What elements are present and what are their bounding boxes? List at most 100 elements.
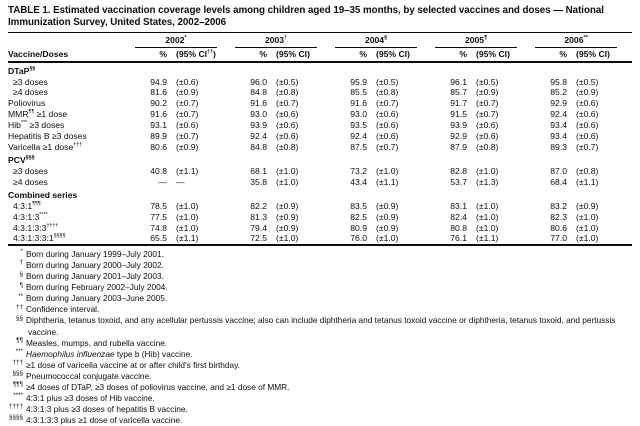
pct-header: %	[132, 47, 169, 64]
row-label: DTaP§§	[8, 65, 36, 76]
pct-value: 68.1	[250, 165, 268, 176]
row-label: Combined series	[8, 189, 78, 200]
pct-value: 83.1	[450, 200, 468, 211]
pct-value: 35.8	[250, 176, 268, 187]
ci-value: (±0.7)	[476, 109, 499, 120]
ci-value: (±0.6)	[576, 109, 599, 120]
pct-value: 93.1	[150, 119, 167, 130]
ci-value: (±0.7)	[476, 98, 499, 109]
year-footnote-marker: †	[284, 35, 288, 42]
coverage-table: 2002* 2003† 2004§ 2005¶ 2006** Vaccine/D…	[8, 32, 633, 247]
pct-value: 92.4	[350, 130, 368, 141]
row-label: Poliovirus	[8, 98, 46, 109]
ci-value: (±1.0)	[176, 222, 199, 233]
pct-value: 80.8	[450, 222, 468, 233]
ci-value: (±1.0)	[576, 233, 599, 244]
ci-value: (±0.8)	[576, 165, 599, 176]
column-header-row: Vaccine/Doses % (95% CI††) % (95% CI) % …	[8, 47, 633, 64]
ci-value: (±0.6)	[276, 119, 299, 130]
ci-value: (±0.5)	[276, 76, 299, 87]
ci-value: (±0.9)	[576, 200, 599, 211]
footnote: §§§§ 4:3:1:3:3 plus ≥1 dose of varicella …	[8, 414, 183, 425]
ci-value: (±1.0)	[476, 222, 499, 233]
table-row: Varicella ≥1 dose††† 80.6 (±0.9) 84.8 (±0.8)…	[8, 142, 632, 153]
pct-value: 93.9	[450, 119, 468, 130]
ci-value: (±1.0)	[176, 211, 199, 222]
ci-value: (±1.0)	[376, 233, 399, 244]
pct-value: 85.5	[350, 87, 368, 98]
pct-value: 91.6	[150, 109, 167, 120]
row-label: 4:3:1:3:3:1§§§§	[13, 233, 66, 244]
ci-value: (±0.6)	[576, 98, 599, 109]
ci-value: (±0.9)	[476, 87, 499, 98]
pct-value: 76.0	[350, 233, 368, 244]
footnote: *** Haemophilus influenzae type b (Hib) v…	[15, 347, 193, 359]
row-label: Hib*** ≥3 doses	[8, 119, 65, 130]
ci-value: (±0.8)	[276, 87, 299, 98]
pct-value: 91.6	[350, 98, 368, 109]
ci-value: (±1.1)	[376, 176, 399, 187]
pct-value: 53.7	[450, 176, 468, 187]
section-row: DTaP§§	[8, 62, 632, 76]
vaccine-doses-header: Vaccine/Doses	[8, 47, 132, 64]
pct-value: 80.9	[350, 222, 368, 233]
ci-value: (±0.5)	[376, 76, 399, 87]
table-row: Hepatitis B ≥3 doses 89.9 (±0.7) 92.4 (±0.6)…	[8, 131, 632, 142]
ci-value: (±0.5)	[476, 76, 499, 87]
ci-header: (95% CI††)	[169, 47, 233, 64]
ci-value: (±0.6)	[276, 130, 299, 141]
footnote: ¶¶¶ ≥4 doses of DTaP, ≥3 doses of poliovi…	[12, 380, 290, 392]
footnote: ¶ Born during February 2002–July 2004.	[19, 281, 168, 293]
footnote: * Born during January 1999–July 2001.	[20, 248, 164, 260]
ci-value: (±0.9)	[176, 141, 199, 152]
table-row: ≥4 doses 81.6 (±0.9) 84.8 (±0.8) 85.5 (±0.8) 85…	[8, 87, 632, 98]
year-header-2002: 2002*	[132, 33, 232, 48]
ci-value: (±0.7)	[176, 109, 199, 120]
ci-value: (±1.0)	[576, 211, 599, 222]
ci-value: (±0.6)	[176, 119, 199, 130]
year-header-2003: 2003†	[232, 33, 332, 48]
ci-value: (±1.1)	[476, 233, 499, 244]
ci-value: (±1.3)	[476, 176, 499, 187]
pct-value: 79.4	[250, 222, 268, 233]
pct-value: 40.8	[150, 165, 167, 176]
ci-value: (±0.7)	[176, 130, 199, 141]
ci-footnote-marker: ††	[207, 48, 213, 55]
year-label: 2002	[165, 35, 185, 46]
footnote: † Born during January 2000–July 2002.	[19, 259, 164, 271]
pct-value: 81.6	[150, 87, 167, 98]
ci-value: (±0.5)	[576, 76, 599, 87]
ci-value: (±0.9)	[276, 200, 299, 211]
pct-value: 77.5	[150, 211, 167, 222]
pct-header: %	[432, 47, 470, 64]
footnote: §§§ Pneumococcal conjugate vaccine.	[12, 369, 152, 381]
pct-value: 87.5	[350, 141, 368, 152]
row-label: ≥3 doses	[13, 76, 48, 87]
pct-value: 80.6	[550, 222, 568, 233]
ci-value: (±0.9)	[376, 200, 399, 211]
ci-value: (±0.6)	[476, 119, 499, 130]
pct-value: 92.9	[450, 130, 468, 141]
ci-value: (±0.7)	[176, 98, 199, 109]
year-header-2005: 2005¶	[432, 33, 532, 48]
pct-value: 83.2	[550, 200, 568, 211]
pct-value: 78.5	[150, 200, 167, 211]
table-row: 4:3:1:3:3:1§§§§ 65.5 (±1.1) 72.5 (±1.0) 76.0 (…	[8, 233, 632, 245]
table-row: ≥4 doses — — 35.8 (±1.0) 43.4 (±1.1) 53.7 (±1.3)…	[8, 177, 632, 188]
ci-value: (±0.9)	[576, 87, 599, 98]
pct-value: 81.3	[250, 211, 268, 222]
year-header-2004: 2004§	[332, 33, 432, 48]
pct-value: 82.2	[250, 200, 268, 211]
pct-value: 84.8	[250, 87, 268, 98]
footnote: §§ Diphtheria, tetanus toxoid, and any ac…	[15, 314, 616, 337]
row-label: Varicella ≥1 dose†††	[8, 141, 83, 152]
pct-value: 72.5	[250, 233, 268, 244]
pct-header: %	[332, 47, 370, 64]
pct-value: 94.9	[150, 76, 167, 87]
year-label: 2006	[564, 35, 584, 46]
footnote: **** 4:3:1 plus ≥3 doses of Hib vaccine.	[13, 392, 155, 403]
pct-header: %	[232, 47, 270, 64]
table-head: 2002* 2003† 2004§ 2005¶ 2006** Vaccine/D…	[8, 33, 633, 64]
section-row: PCV§§§	[8, 152, 632, 165]
pct-value: 82.5	[350, 211, 368, 222]
